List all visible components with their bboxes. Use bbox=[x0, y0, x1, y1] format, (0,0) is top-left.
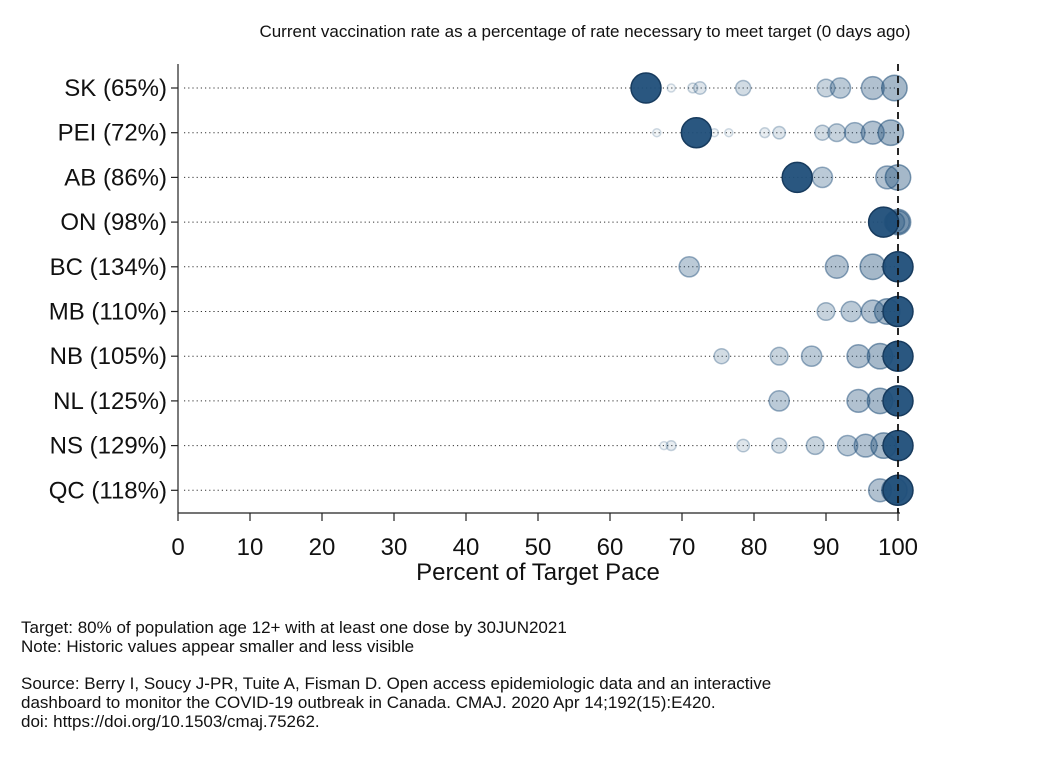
y-tick-label-9: QC (118%) bbox=[49, 477, 167, 504]
history-point-1-2 bbox=[724, 127, 734, 138]
history-point-5-1 bbox=[840, 300, 863, 323]
history-point-6-3 bbox=[846, 344, 871, 369]
y-tick-label-4: BC (134%) bbox=[50, 254, 167, 281]
plot-area bbox=[171, 72, 914, 507]
current-point-8 bbox=[882, 429, 914, 462]
history-point-0-5 bbox=[829, 77, 852, 99]
history-point-0-3 bbox=[734, 79, 752, 97]
x-tick-label-70: 70 bbox=[669, 534, 696, 561]
vaccination-pace-chart: Current vaccination rate as a percentage… bbox=[49, 22, 918, 586]
history-point-0-6 bbox=[860, 75, 885, 101]
history-point-6-1 bbox=[769, 346, 789, 366]
current-point-3 bbox=[867, 206, 900, 238]
history-point-8-5 bbox=[836, 434, 859, 457]
x-tick-label-30: 30 bbox=[381, 534, 408, 561]
chart-title: Current vaccination rate as a percentage… bbox=[259, 22, 910, 41]
history-point-4-0 bbox=[678, 255, 701, 278]
history-point-8-1 bbox=[665, 439, 677, 452]
history-point-8-4 bbox=[805, 436, 825, 456]
history-point-8-6 bbox=[853, 433, 878, 458]
history-point-8-0 bbox=[659, 440, 669, 451]
history-point-1-8 bbox=[860, 120, 885, 145]
history-point-6-2 bbox=[800, 345, 823, 368]
y-tick-label-7: NL (125%) bbox=[53, 388, 167, 415]
y-tick-label-5: MB (110%) bbox=[49, 299, 167, 326]
y-tick-label-6: NB (105%) bbox=[50, 343, 167, 370]
history-point-2-0 bbox=[811, 166, 834, 189]
x-tick-label-20: 20 bbox=[309, 534, 336, 561]
history-point-4-1 bbox=[824, 254, 849, 279]
history-point-1-3 bbox=[759, 127, 771, 139]
history-point-1-0 bbox=[652, 127, 662, 138]
history-point-8-3 bbox=[770, 437, 788, 454]
history-point-7-0 bbox=[768, 390, 791, 412]
history-point-7-1 bbox=[846, 388, 871, 414]
source-line-3: doi: https://doi.org/10.1503/cmaj.75262. bbox=[21, 712, 320, 731]
history-point-0-0 bbox=[666, 83, 676, 93]
x-tick-label-10: 10 bbox=[237, 534, 264, 561]
target-note: Target: 80% of population age 12+ with a… bbox=[21, 618, 567, 637]
history-point-0-2 bbox=[693, 81, 707, 95]
history-point-1-6 bbox=[827, 123, 847, 143]
x-axis-label: Percent of Target Pace bbox=[416, 559, 660, 586]
y-tick-label-0: SK (65%) bbox=[64, 75, 167, 102]
source-line-1: Source: Berry I, Soucy J-PR, Tuite A, Fi… bbox=[21, 674, 772, 693]
x-tick-label-50: 50 bbox=[525, 534, 552, 561]
x-tick-label-0: 0 bbox=[171, 534, 184, 561]
history-point-1-4 bbox=[772, 125, 787, 140]
history-point-4-2 bbox=[859, 253, 887, 281]
history-point-1-5 bbox=[814, 124, 831, 141]
x-tick-label-80: 80 bbox=[741, 534, 768, 561]
current-point-2 bbox=[781, 161, 813, 194]
source-line-2: dashboard to monitor the COVID-19 outbre… bbox=[21, 693, 716, 712]
current-point-0 bbox=[630, 72, 662, 104]
x-tick-label-40: 40 bbox=[453, 534, 480, 561]
y-tick-label-3: ON (98%) bbox=[60, 209, 167, 236]
history-point-0-1 bbox=[687, 82, 699, 94]
history-point-1-9 bbox=[877, 119, 905, 147]
history-point-5-0 bbox=[816, 301, 836, 322]
history-point-6-0 bbox=[713, 347, 730, 365]
history-point-0-4 bbox=[816, 78, 836, 98]
x-tick-label-100: 100 bbox=[878, 534, 918, 561]
y-tick-label-1: PEI (72%) bbox=[58, 120, 167, 147]
y-tick-label-8: NS (129%) bbox=[50, 433, 167, 460]
history-point-1-7 bbox=[843, 121, 866, 144]
x-tick-label-90: 90 bbox=[813, 534, 840, 561]
history-point-0-7 bbox=[880, 74, 908, 102]
y-tick-label-2: AB (86%) bbox=[64, 164, 167, 191]
chart-notes: Target: 80% of population age 12+ with a… bbox=[21, 618, 771, 731]
history-note: Note: Historic values appear smaller and… bbox=[21, 637, 415, 656]
current-point-1 bbox=[680, 116, 713, 149]
x-tick-label-60: 60 bbox=[597, 534, 624, 561]
history-point-8-2 bbox=[736, 438, 751, 453]
